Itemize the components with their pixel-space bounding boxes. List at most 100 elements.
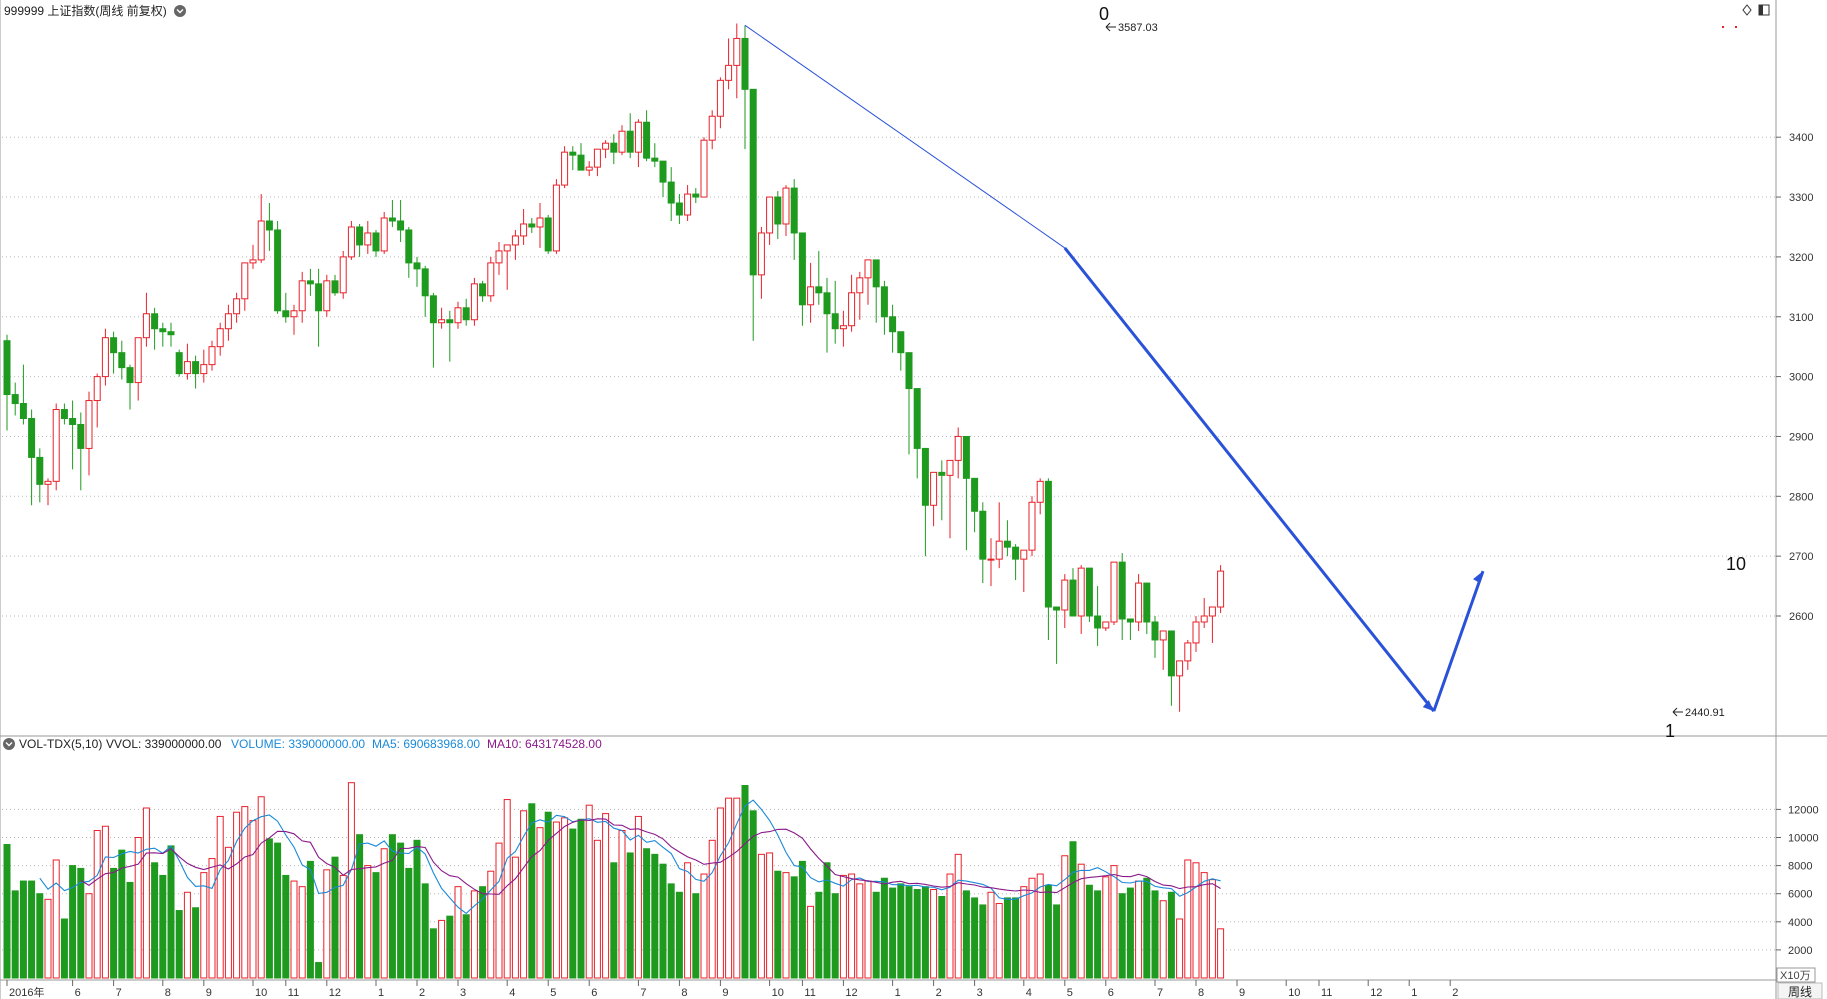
vol-collapse-icon[interactable] xyxy=(3,738,15,750)
volume-bar xyxy=(1151,890,1159,979)
candle xyxy=(159,322,167,347)
volume-bar xyxy=(1159,900,1167,979)
trend-line-up xyxy=(1432,570,1485,712)
candle xyxy=(1167,630,1175,706)
candle xyxy=(577,143,585,171)
candle-body xyxy=(175,352,183,375)
volume-bar xyxy=(1077,863,1085,979)
candle xyxy=(28,409,36,506)
candle-body xyxy=(1126,618,1134,623)
volume-bar xyxy=(511,856,519,979)
volume-bar xyxy=(1176,918,1184,979)
volume-bar xyxy=(282,874,290,979)
candle-body xyxy=(134,337,142,384)
candle-body xyxy=(585,166,593,171)
time-tick-label: 7 xyxy=(116,987,122,999)
candle-body xyxy=(995,540,1003,560)
candle xyxy=(774,191,782,239)
candle xyxy=(905,352,913,455)
candle xyxy=(60,403,68,425)
candle-body xyxy=(60,409,68,419)
candle-body xyxy=(815,286,823,294)
candle xyxy=(610,134,618,165)
price-tick-label: 3300 xyxy=(1789,192,1813,204)
volume-bar xyxy=(905,886,913,979)
volume-bar xyxy=(913,888,921,979)
candle xyxy=(511,229,519,260)
time-tick-label: 6 xyxy=(591,987,597,999)
volume-bar xyxy=(397,842,405,979)
low-arrow xyxy=(1672,707,1683,717)
candle-body xyxy=(167,331,175,336)
volume-bar xyxy=(224,846,232,979)
volume-bar xyxy=(487,870,495,979)
volume-bar xyxy=(593,839,601,979)
candle-body xyxy=(741,37,749,90)
volume-bar xyxy=(807,905,815,979)
candle xyxy=(1094,586,1102,646)
volume-bar xyxy=(561,817,569,979)
candle-body xyxy=(971,477,979,512)
volume-bar xyxy=(1044,884,1052,979)
window-toggle-icon[interactable] xyxy=(1758,4,1770,16)
trend-line-thin xyxy=(744,24,1066,249)
volume-bar xyxy=(634,815,642,979)
candle xyxy=(315,268,323,347)
candle xyxy=(1061,574,1069,628)
candle xyxy=(1003,520,1011,557)
candle-body xyxy=(1135,582,1143,623)
volume-bar xyxy=(544,811,552,979)
candle xyxy=(470,277,478,326)
time-tick-label: 12 xyxy=(845,987,857,999)
candle-body xyxy=(823,292,831,315)
volume-bar xyxy=(995,903,1003,979)
volume-bar xyxy=(979,904,987,979)
volume-bar xyxy=(388,834,396,979)
volume-bar xyxy=(1208,879,1216,979)
volume-bar xyxy=(60,918,68,979)
trend-arrowhead-down xyxy=(1422,700,1434,712)
volume-bar xyxy=(372,872,380,979)
candle-body xyxy=(602,142,610,150)
candle xyxy=(995,502,1003,569)
candle-body xyxy=(807,286,815,306)
candle xyxy=(241,262,249,311)
volume-bar xyxy=(921,886,929,979)
candle-body xyxy=(1036,480,1044,503)
candle xyxy=(339,250,347,299)
volume-bar xyxy=(766,852,774,979)
candle-body xyxy=(782,187,790,225)
candle-body xyxy=(1192,621,1200,644)
candle xyxy=(979,502,987,584)
candle-body xyxy=(831,313,839,330)
candle xyxy=(684,185,692,221)
candle-body xyxy=(413,262,421,270)
candle xyxy=(265,203,273,251)
volume-bar xyxy=(495,842,503,979)
vol-tick-label: 6000 xyxy=(1788,889,1812,901)
volume-bar xyxy=(175,910,183,979)
candle xyxy=(782,185,790,236)
diamond-icon[interactable] xyxy=(1742,4,1752,16)
volume-bar xyxy=(757,853,765,979)
candle xyxy=(126,364,134,410)
candle xyxy=(52,403,60,491)
candle-body xyxy=(347,226,355,258)
candle-body xyxy=(454,307,462,324)
candle-body xyxy=(1053,606,1061,611)
candle-body xyxy=(1069,579,1077,617)
candle xyxy=(192,355,200,389)
candle-body xyxy=(503,244,511,252)
period-button[interactable]: 周线 xyxy=(1777,982,1823,999)
candle-body xyxy=(1028,501,1036,551)
volume-bar xyxy=(331,856,339,979)
candle-body xyxy=(110,337,118,354)
candle-body xyxy=(1200,615,1208,623)
price-tick-label: 2700 xyxy=(1789,551,1813,563)
candle-body xyxy=(126,367,134,384)
candle xyxy=(1143,582,1151,634)
title-dropdown-icon[interactable] xyxy=(174,5,186,17)
high-price-label: 3587.03 xyxy=(1118,22,1158,34)
candle xyxy=(675,194,683,224)
